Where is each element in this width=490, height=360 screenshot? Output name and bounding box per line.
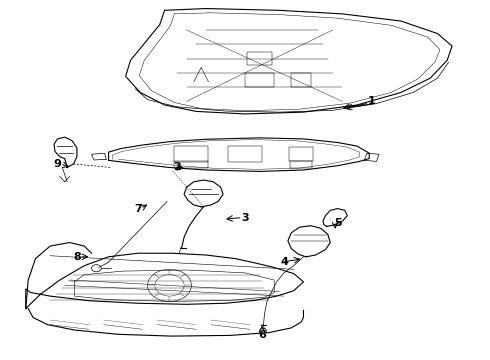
- Bar: [289, 147, 313, 161]
- Text: 3: 3: [241, 212, 249, 222]
- Bar: [228, 146, 262, 162]
- Text: 8: 8: [73, 252, 81, 262]
- Text: 6: 6: [258, 330, 266, 341]
- Text: 1: 1: [368, 96, 375, 107]
- Circle shape: [260, 328, 267, 333]
- Bar: [290, 161, 312, 168]
- Bar: [291, 73, 311, 87]
- Text: 7: 7: [134, 203, 142, 213]
- Bar: [174, 161, 208, 168]
- Text: 2: 2: [173, 162, 181, 172]
- Text: 9: 9: [53, 159, 61, 169]
- Text: 5: 5: [334, 218, 342, 228]
- Bar: [245, 73, 274, 87]
- Bar: [247, 52, 272, 65]
- Text: 4: 4: [280, 257, 288, 267]
- Bar: [174, 146, 208, 162]
